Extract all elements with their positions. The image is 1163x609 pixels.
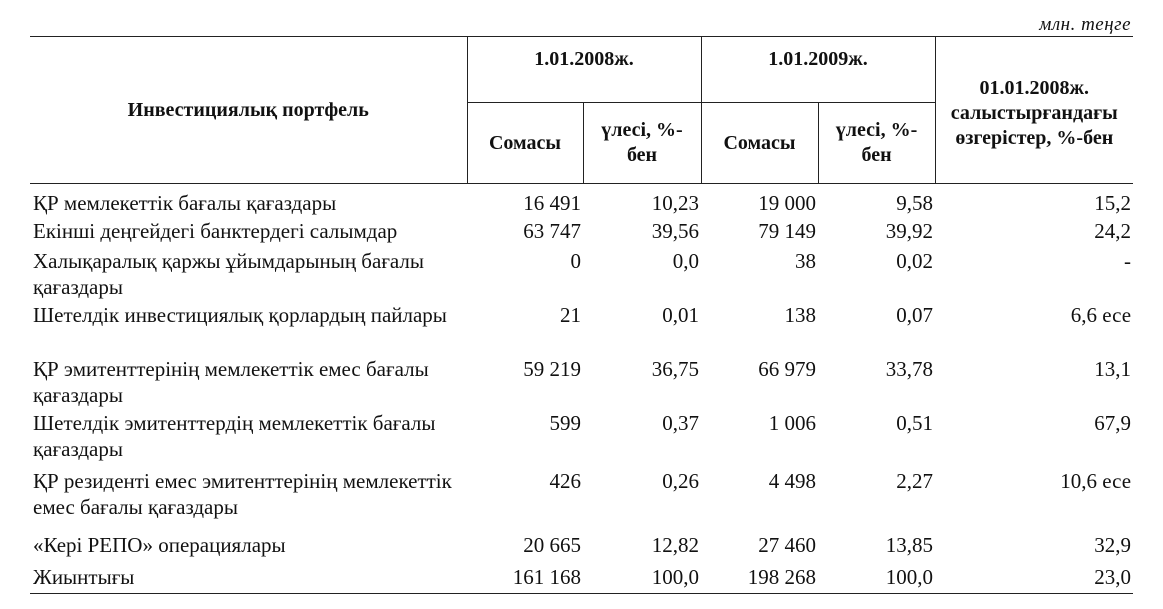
amount-2009: 138	[784, 303, 817, 327]
change-percent: 10,6 есе	[1060, 469, 1132, 493]
change-percent: 24,2	[1094, 219, 1132, 243]
share-2008: 0,0	[672, 249, 700, 273]
header-share-2008: үлесі, %-бен	[582, 102, 702, 184]
amount-2009: 27 460	[758, 533, 817, 557]
share-2008: 0,26	[662, 469, 700, 493]
table-row: Халықаралық қаржы ұйымдарының бағалы қағ…	[30, 247, 1133, 301]
share-2008: 100,0	[583, 563, 702, 594]
share-2008: 10,23	[651, 191, 700, 215]
amount-2008: 599	[549, 411, 582, 435]
table-row: Шетелдік эмитенттердің мемлекеттік бағал…	[30, 409, 1133, 467]
row-name: ҚР резиденті емес эмитенттерінің мемлеке…	[33, 469, 452, 519]
header-period-2008: 1.01.2008ж.	[466, 36, 702, 103]
change-percent: 67,9	[1094, 411, 1132, 435]
amount-2009: 38	[795, 249, 817, 273]
unit-label: млн. теңге	[1039, 14, 1131, 35]
header-period-2009: 1.01.2009ж.	[700, 36, 936, 103]
row-name: ҚР мемлекеттік бағалы қағаздары	[33, 191, 337, 215]
change-percent: 6,6 есе	[1070, 303, 1132, 327]
amount-2008: 59 219	[523, 357, 581, 381]
amount-2009: 79 149	[758, 219, 817, 243]
table-body: ҚР мемлекеттік бағалы қағаздары 16 491 10,…	[30, 184, 1134, 594]
amount-2008: 21	[560, 303, 581, 327]
amount-2009: 66 979	[758, 357, 817, 381]
share-2009: 0,51	[896, 411, 934, 435]
table-row: Шетелдік инвестициялық қорлардың пайлары…	[30, 301, 1133, 355]
share-2009: 100,0	[818, 563, 936, 594]
change-percent: 15,2	[1094, 191, 1132, 215]
amount-2008: 161 168	[467, 563, 583, 594]
share-2009: 13,85	[885, 533, 934, 557]
change-percent: 32,9	[1094, 533, 1132, 557]
header-amount-2008: Сомасы	[466, 102, 583, 184]
investment-portfolio-table: Инвестициялық портфель 1.01.2008ж. 1.01.…	[30, 36, 1134, 594]
share-2008: 0,37	[662, 411, 700, 435]
share-2009: 0,07	[896, 303, 934, 327]
amount-2008: 426	[549, 469, 582, 493]
share-2009: 9,58	[896, 191, 934, 215]
table-row: «Кері РЕПО» операциялары 20 665 12,82 27 46…	[30, 531, 1133, 563]
change-percent: 13,1	[1094, 357, 1132, 381]
table-row: ҚР мемлекеттік бағалы қағаздары 16 491 10,…	[30, 184, 1133, 218]
amount-2008: 20 665	[523, 533, 581, 557]
table-row: Екінші деңгейдегі банктердегі салымдар 63…	[30, 217, 1133, 247]
share-2008: 12,82	[651, 533, 700, 557]
table-row: ҚР резиденті емес эмитенттерінің мемлеке…	[30, 467, 1133, 531]
row-name: Жиынтығы	[30, 563, 467, 594]
share-2009: 33,78	[885, 357, 934, 381]
amount-2008: 16 491	[523, 191, 581, 215]
header-share-2009: үлесі, %-бен	[817, 102, 936, 184]
amount-2008: 0	[570, 249, 582, 273]
amount-2009: 198 268	[701, 563, 819, 594]
header-amount-2009: Сомасы	[700, 102, 819, 184]
share-2008: 0,01	[662, 303, 700, 327]
row-name: Екінші деңгейдегі банктердегі салымдар	[33, 219, 398, 243]
share-2008: 36,75	[651, 357, 700, 381]
header-change: 01.01.2008ж. салыстырғандағы өзгерістер,…	[934, 36, 1134, 184]
amount-2009: 19 000	[758, 191, 817, 215]
row-name: ҚР эмитенттерінің мемлекеттік емес бағал…	[33, 357, 429, 407]
table-row: ҚР эмитенттерінің мемлекеттік емес бағал…	[30, 355, 1133, 409]
share-2009: 39,92	[885, 219, 934, 243]
amount-2008: 63 747	[523, 219, 581, 243]
row-name: Шетелдік инвестициялық қорлардың пайлары	[33, 303, 447, 327]
change-percent: -	[1124, 249, 1132, 273]
row-name: Халықаралық қаржы ұйымдарының бағалы қағ…	[33, 249, 425, 299]
header-portfolio: Инвестициялық портфель	[30, 36, 467, 184]
row-name: Шетелдік эмитенттердің мемлекеттік бағал…	[33, 411, 436, 461]
amount-2009: 4 498	[768, 469, 817, 493]
change-percent: 23,0	[935, 563, 1134, 594]
share-2009: 2,27	[896, 469, 934, 493]
amount-2009: 1 006	[768, 411, 817, 435]
table-row: Жиынтығы 161 168 100,0 198 268 100,0 23,0	[30, 563, 1134, 594]
row-name: «Кері РЕПО» операциялары	[33, 533, 286, 557]
share-2009: 0,02	[896, 249, 934, 273]
share-2008: 39,56	[651, 219, 700, 243]
